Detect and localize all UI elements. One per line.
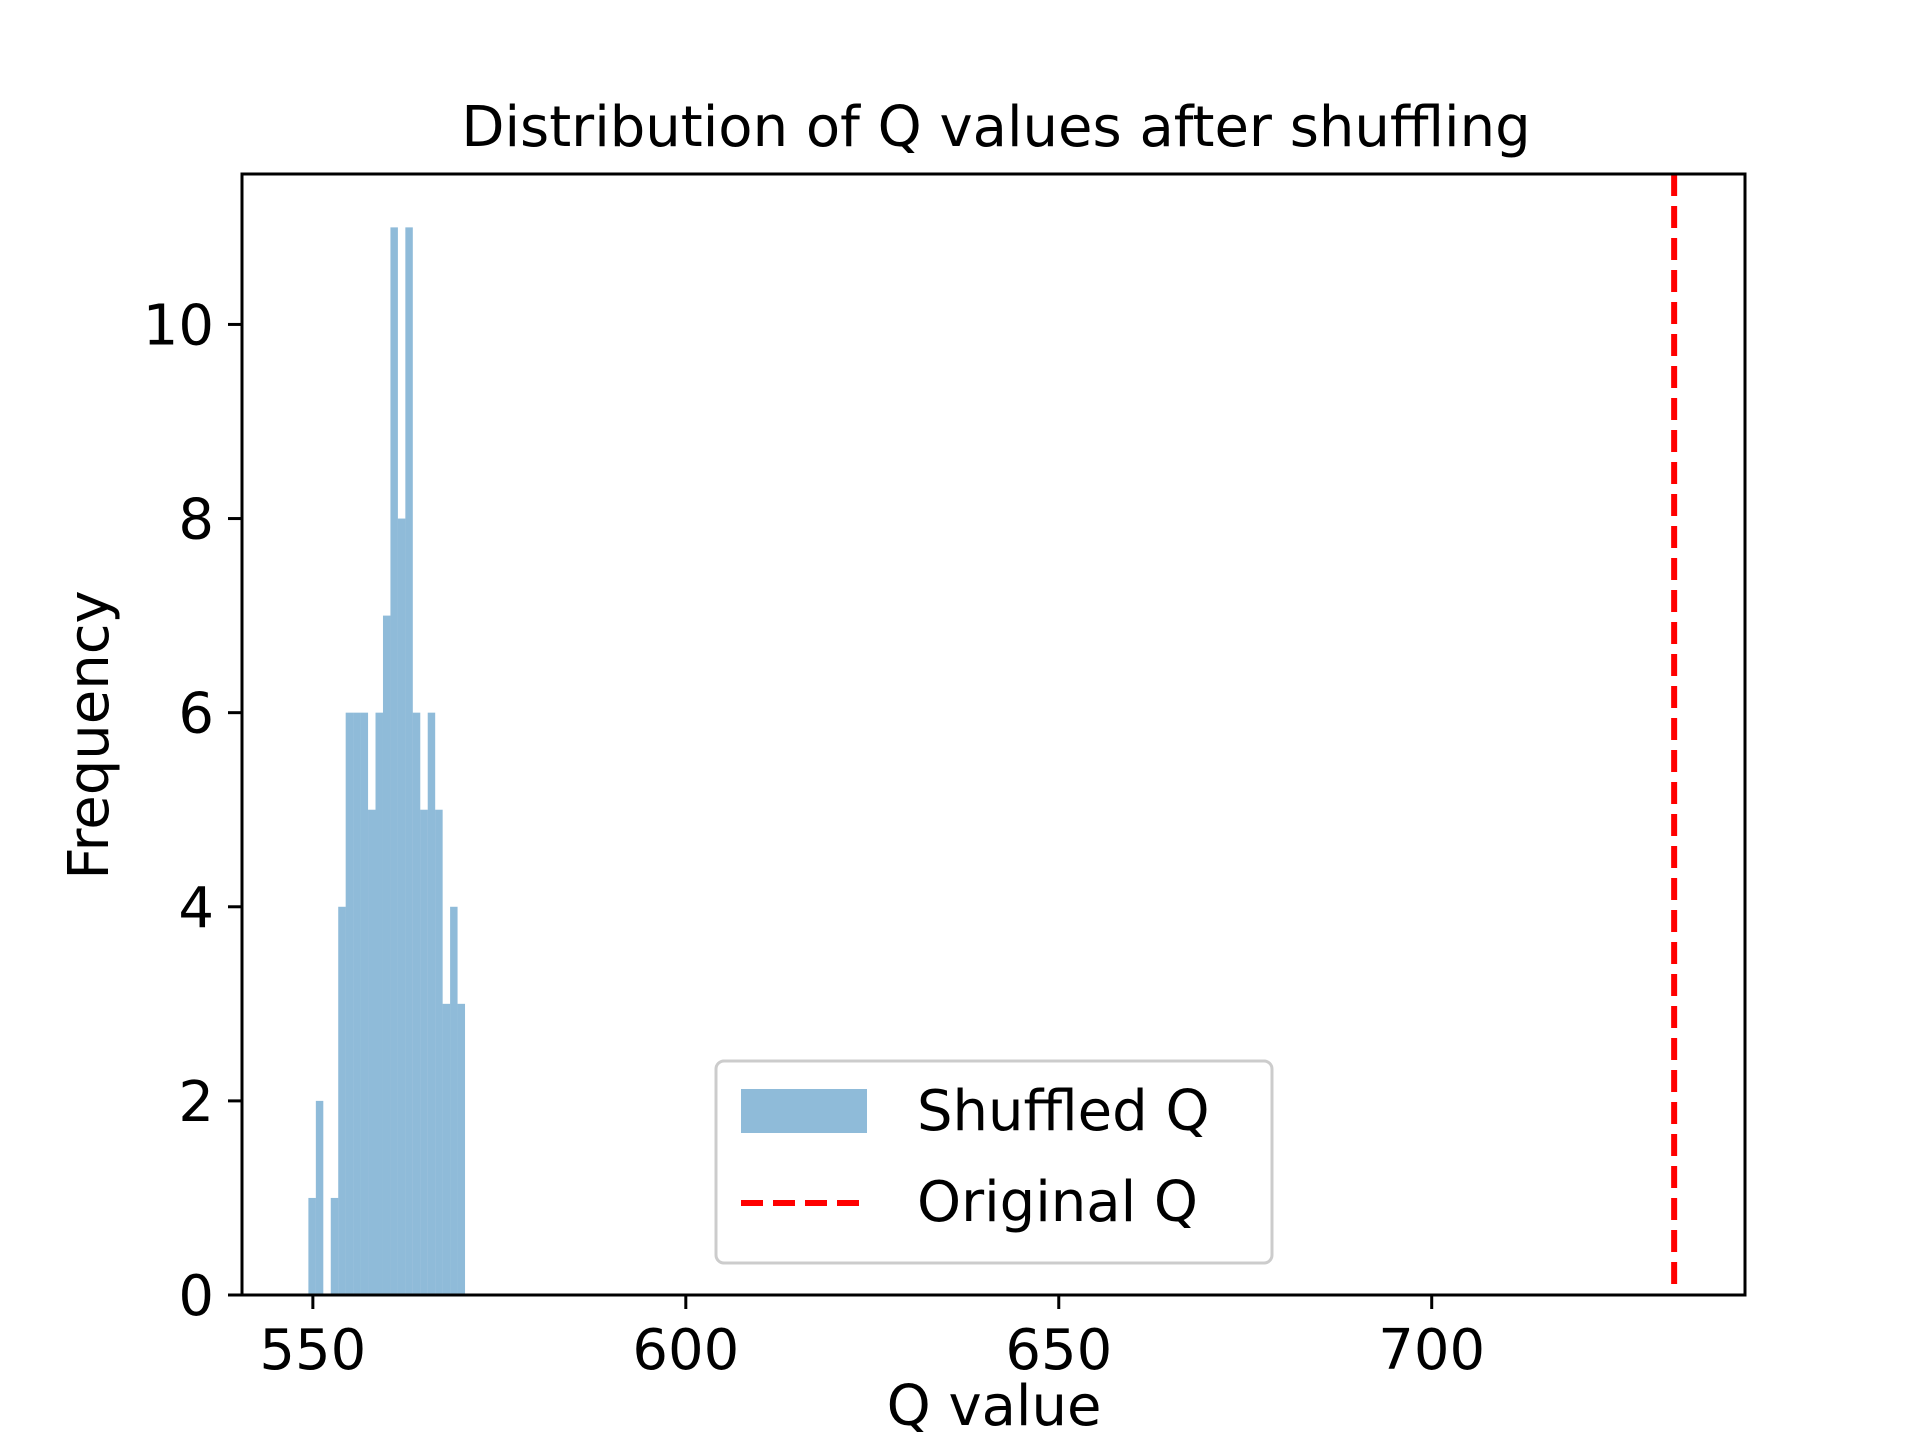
y-tick-label: 8 xyxy=(178,488,214,553)
histogram-bars xyxy=(308,227,466,1295)
y-tick-label: 0 xyxy=(178,1264,214,1329)
x-tick-label: 700 xyxy=(1378,1318,1485,1383)
histogram-bar xyxy=(412,712,421,1295)
y-axis-label: Frequency xyxy=(57,590,122,879)
x-tick-label: 650 xyxy=(1005,1318,1112,1383)
y-tick-label: 2 xyxy=(178,1070,214,1135)
histogram-bar xyxy=(397,518,406,1295)
x-tick-label: 550 xyxy=(259,1318,366,1383)
histogram-bar xyxy=(315,1100,324,1295)
x-axis-ticks: 550 600 650 700 xyxy=(259,1295,1485,1383)
histogram-bar xyxy=(308,1197,316,1295)
y-tick-label: 4 xyxy=(178,876,214,941)
plot-frame xyxy=(240,172,1747,1297)
histogram-bar xyxy=(360,712,369,1295)
x-tick-label: 600 xyxy=(632,1318,739,1383)
legend: Shuffled Q Original Q xyxy=(714,1059,1274,1265)
histogram-bar xyxy=(330,1197,339,1295)
histogram-bar xyxy=(338,906,346,1295)
legend-label-original-q: Original Q xyxy=(917,1170,1198,1235)
histogram-bar xyxy=(345,712,354,1295)
histogram-bar xyxy=(442,1003,451,1295)
x-axis-label: Q value xyxy=(887,1374,1102,1439)
histogram-bar xyxy=(390,227,398,1295)
histogram-bar xyxy=(420,809,428,1295)
histogram-bar xyxy=(368,809,376,1295)
chart-title: Distribution of Q values after shuffling xyxy=(461,95,1530,160)
histogram-bar xyxy=(353,712,361,1295)
legend-label-shuffled-q: Shuffled Q xyxy=(917,1079,1210,1144)
histogram-bar xyxy=(457,1003,466,1295)
y-tick-label: 6 xyxy=(178,682,214,747)
legend-swatch-shuffled-q xyxy=(741,1089,867,1133)
y-tick-label: 10 xyxy=(143,293,214,358)
histogram-bar xyxy=(375,712,383,1295)
histogram-bar xyxy=(427,712,436,1295)
histogram-bar xyxy=(405,227,413,1295)
histogram-bar xyxy=(382,615,391,1295)
y-axis-ticks: 0 2 4 6 8 10 xyxy=(143,293,242,1329)
histogram-bar xyxy=(450,906,458,1295)
histogram-bar xyxy=(435,809,443,1295)
